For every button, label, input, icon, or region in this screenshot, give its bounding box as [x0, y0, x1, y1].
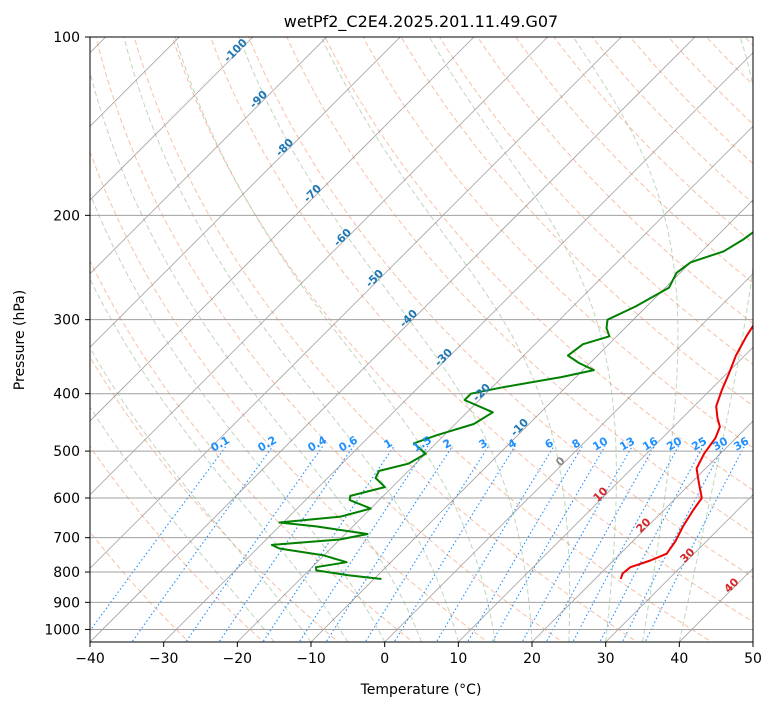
- moist-adiabat: [238, 37, 533, 642]
- isotherm: [90, 37, 475, 422]
- y-tick-label: 100: [53, 30, 80, 46]
- y-tick-label: 800: [53, 565, 80, 581]
- moist-adiabat: [678, 37, 753, 642]
- y-tick-label: 400: [53, 387, 80, 403]
- y-tick-label: 700: [53, 531, 80, 547]
- x-tick-label: 0: [380, 651, 389, 667]
- x-tick-label: 10: [449, 651, 467, 667]
- y-tick-label: 900: [53, 595, 80, 611]
- mixing-ratio-lines: [90, 445, 746, 642]
- x-tick-label: 20: [523, 651, 541, 667]
- isotherm: [90, 37, 327, 275]
- x-tick-label: −10: [296, 651, 326, 667]
- mixing-ratio-line: [185, 445, 324, 642]
- mixing-ratio-line: [298, 445, 429, 642]
- isotherm: [605, 494, 753, 642]
- dry-adiabat: [324, 37, 753, 491]
- isotherm: [90, 37, 548, 496]
- mixing-ratio-line: [466, 445, 584, 642]
- isotherm: [90, 37, 254, 201]
- isotherm: [90, 37, 622, 569]
- dry-adiabat: [248, 37, 753, 578]
- isotherm: [163, 52, 753, 642]
- moist-adiabat: [90, 278, 349, 642]
- mixing-ratio-line: [218, 445, 355, 642]
- x-axis-label: Temperature (°C): [360, 682, 482, 698]
- mixing-ratio-line: [325, 445, 454, 642]
- moist-adiabat: [174, 37, 496, 642]
- x-tick-label: −30: [149, 651, 179, 667]
- isotherm: [310, 199, 753, 642]
- y-axis-label: Pressure (hPa): [12, 290, 28, 390]
- isotherm: [384, 273, 753, 642]
- mixing-ratio-line: [393, 445, 516, 642]
- moist-adiabat: [572, 37, 679, 642]
- mixing-ratio-line: [572, 445, 680, 642]
- dewpoint-line: [270, 231, 753, 580]
- x-tick-label: −40: [75, 651, 105, 667]
- dry-adiabat: [286, 37, 753, 534]
- y-tick-label: 1000: [44, 622, 80, 638]
- isobar-gridlines: [90, 37, 753, 630]
- isotherm: [237, 125, 753, 642]
- temperature-line: [619, 324, 753, 580]
- x-axis-ticks: −40 −30 −20 −10 0 10 20 30 40 50: [75, 642, 762, 667]
- mixing-ratio-line: [364, 445, 490, 642]
- mixing-ratio-line: [599, 445, 704, 642]
- y-tick-label: 600: [53, 491, 80, 507]
- y-tick-label: 300: [53, 313, 80, 329]
- moist-adiabat: [428, 37, 617, 642]
- y-tick-label: 200: [53, 208, 80, 224]
- isotherms: [90, 37, 753, 642]
- mixing-ratio-line: [262, 445, 395, 642]
- dry-adiabat: [90, 150, 489, 642]
- isotherm: [458, 346, 753, 642]
- isotherm: [90, 37, 401, 348]
- plot-frame: [89, 36, 754, 643]
- dry-adiabat: [362, 37, 753, 449]
- y-tick-label: 500: [53, 444, 80, 460]
- x-tick-label: 40: [670, 651, 688, 667]
- moist-adiabat: [90, 192, 386, 642]
- dry-adiabat: [438, 37, 753, 366]
- isotherm: [531, 420, 753, 642]
- profile-series: [270, 231, 753, 580]
- x-tick-label: 50: [744, 651, 762, 667]
- dry-adiabat: [171, 37, 713, 642]
- x-tick-label: −20: [223, 651, 253, 667]
- isotherm: [90, 37, 696, 642]
- moist-adiabat: [320, 37, 571, 642]
- chart-title: wetPf2_C2E4.2025.201.11.49.G07: [284, 12, 558, 32]
- y-axis-ticks: 100 200 300 400 500 600 700 800 900 1000: [44, 30, 90, 638]
- x-tick-label: 30: [597, 651, 615, 667]
- moist-adiabat: [90, 406, 275, 642]
- mixing-ratio-line: [131, 445, 274, 642]
